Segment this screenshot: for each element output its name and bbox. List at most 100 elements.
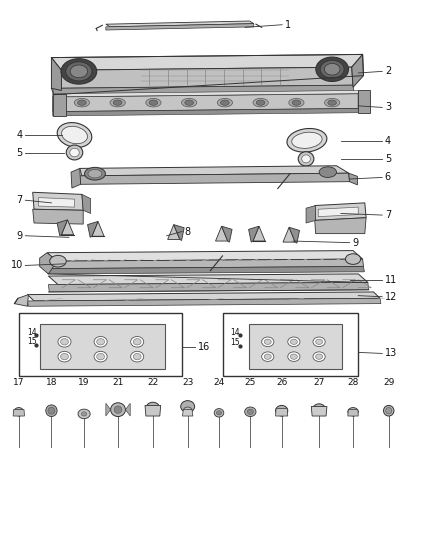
Ellipse shape xyxy=(14,408,24,416)
Ellipse shape xyxy=(288,337,300,346)
Ellipse shape xyxy=(78,409,90,419)
Polygon shape xyxy=(57,220,67,236)
Ellipse shape xyxy=(313,352,325,361)
Ellipse shape xyxy=(133,353,141,360)
Polygon shape xyxy=(53,91,358,97)
Ellipse shape xyxy=(245,407,256,417)
Polygon shape xyxy=(82,195,91,214)
Text: 4: 4 xyxy=(385,136,391,147)
Ellipse shape xyxy=(261,352,274,361)
Polygon shape xyxy=(13,410,25,416)
Ellipse shape xyxy=(58,351,71,362)
Polygon shape xyxy=(222,226,232,242)
Ellipse shape xyxy=(88,169,102,178)
Ellipse shape xyxy=(131,351,144,362)
Text: 5: 5 xyxy=(17,148,23,158)
Polygon shape xyxy=(276,409,288,416)
Ellipse shape xyxy=(290,354,297,359)
Ellipse shape xyxy=(292,132,322,148)
Polygon shape xyxy=(51,67,353,88)
Polygon shape xyxy=(80,166,349,176)
FancyBboxPatch shape xyxy=(40,324,166,369)
Polygon shape xyxy=(47,266,364,274)
Polygon shape xyxy=(51,58,61,91)
Polygon shape xyxy=(358,91,371,113)
Ellipse shape xyxy=(319,167,336,177)
Polygon shape xyxy=(47,259,364,269)
Ellipse shape xyxy=(113,100,122,106)
Text: 15: 15 xyxy=(230,338,240,348)
Ellipse shape xyxy=(328,100,336,106)
Text: 9: 9 xyxy=(352,238,358,248)
Ellipse shape xyxy=(81,412,87,416)
Ellipse shape xyxy=(97,353,105,360)
Text: 14: 14 xyxy=(230,328,240,337)
Ellipse shape xyxy=(288,352,300,361)
Ellipse shape xyxy=(133,338,141,345)
Ellipse shape xyxy=(316,354,322,359)
Text: 26: 26 xyxy=(276,378,287,387)
Ellipse shape xyxy=(313,404,325,416)
Text: 10: 10 xyxy=(11,261,23,270)
Polygon shape xyxy=(14,295,28,306)
Polygon shape xyxy=(249,226,259,242)
Polygon shape xyxy=(315,217,366,233)
Polygon shape xyxy=(28,298,381,306)
Ellipse shape xyxy=(289,99,304,107)
Ellipse shape xyxy=(94,336,107,347)
Text: 21: 21 xyxy=(112,378,124,387)
Ellipse shape xyxy=(114,406,122,414)
Polygon shape xyxy=(349,173,357,185)
Polygon shape xyxy=(88,221,98,237)
Ellipse shape xyxy=(146,99,161,107)
Ellipse shape xyxy=(58,336,71,347)
Text: 12: 12 xyxy=(385,292,397,302)
Polygon shape xyxy=(289,227,300,243)
Ellipse shape xyxy=(298,152,314,166)
Polygon shape xyxy=(106,403,111,416)
Polygon shape xyxy=(40,253,57,274)
Ellipse shape xyxy=(60,353,68,360)
Text: 3: 3 xyxy=(385,102,391,112)
Polygon shape xyxy=(311,407,327,416)
Text: 5: 5 xyxy=(385,154,391,164)
Ellipse shape xyxy=(70,148,79,157)
Ellipse shape xyxy=(70,65,88,78)
Ellipse shape xyxy=(94,351,107,362)
Text: 6: 6 xyxy=(385,172,391,182)
Ellipse shape xyxy=(66,145,83,160)
Text: 28: 28 xyxy=(347,378,359,387)
Polygon shape xyxy=(51,54,363,70)
Ellipse shape xyxy=(302,155,311,163)
Polygon shape xyxy=(53,85,354,95)
Ellipse shape xyxy=(111,403,125,417)
Polygon shape xyxy=(92,221,104,236)
Ellipse shape xyxy=(348,408,358,416)
Ellipse shape xyxy=(261,337,274,346)
Polygon shape xyxy=(53,109,358,116)
Polygon shape xyxy=(283,227,295,242)
Text: 9: 9 xyxy=(17,231,23,241)
Polygon shape xyxy=(28,292,380,301)
Ellipse shape xyxy=(386,408,392,414)
Polygon shape xyxy=(80,173,350,184)
Ellipse shape xyxy=(146,402,159,413)
Text: 15: 15 xyxy=(28,337,37,346)
Ellipse shape xyxy=(149,100,158,106)
Ellipse shape xyxy=(78,100,86,106)
Ellipse shape xyxy=(320,60,344,78)
Ellipse shape xyxy=(62,126,88,144)
Ellipse shape xyxy=(46,405,57,417)
Ellipse shape xyxy=(264,339,271,344)
Ellipse shape xyxy=(290,339,297,344)
Ellipse shape xyxy=(131,336,144,347)
Polygon shape xyxy=(315,203,366,220)
Polygon shape xyxy=(106,23,254,30)
Text: 25: 25 xyxy=(245,378,256,387)
Ellipse shape xyxy=(221,100,229,106)
Polygon shape xyxy=(47,251,363,261)
FancyBboxPatch shape xyxy=(249,324,342,369)
FancyBboxPatch shape xyxy=(19,313,182,376)
Ellipse shape xyxy=(324,63,340,75)
Text: 18: 18 xyxy=(46,378,57,387)
